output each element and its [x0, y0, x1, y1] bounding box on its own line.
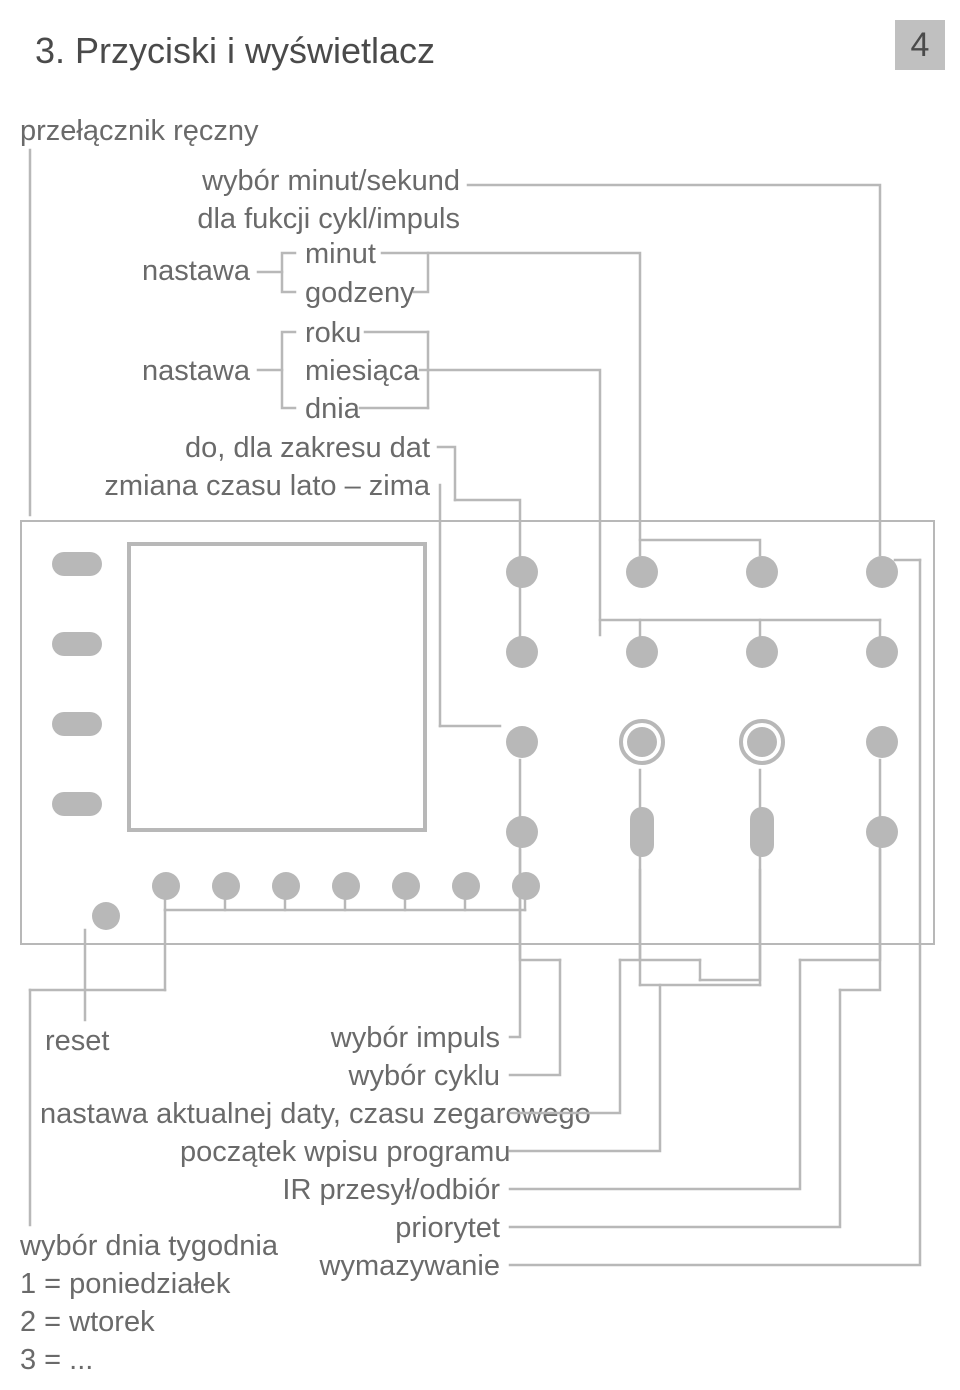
display-screen [127, 542, 427, 832]
channel-button-4[interactable] [52, 792, 102, 816]
grid-button-r3c4[interactable] [866, 726, 898, 758]
label-cycle-fn: dla fukcji cykl/impuls [160, 203, 460, 236]
label-minut: minut [305, 238, 376, 271]
grid-button-r3c1[interactable] [506, 726, 538, 758]
label-wybor-cyklu: wybór cyklu [240, 1060, 500, 1093]
grid-button-r2c4[interactable] [866, 636, 898, 668]
label-wybor-impuls: wybór impuls [240, 1022, 500, 1055]
channel-button-1[interactable] [52, 552, 102, 576]
weekday-button-5[interactable] [392, 872, 420, 900]
label-nastawa1: nastawa [100, 255, 250, 288]
grid-button-r4c2[interactable] [630, 807, 654, 857]
channel-button-3[interactable] [52, 712, 102, 736]
label-ir: IR przesył/odbiór [260, 1174, 500, 1207]
label-do-zakresu: do, dla zakresu dat [130, 432, 430, 465]
label-wto: 2 = wtorek [20, 1306, 155, 1339]
channel-button-2[interactable] [52, 632, 102, 656]
grid-button-r3c3[interactable] [739, 719, 785, 765]
label-poczatek: początek wpisu programu [180, 1136, 500, 1169]
label-manual-switch: przełącznik ręczny [20, 115, 259, 148]
label-min-sec: wybór minut/sekund [160, 165, 460, 198]
grid-button-r1c1[interactable] [506, 556, 538, 588]
label-miesiaca: miesiąca [305, 355, 419, 388]
grid-button-r1c3[interactable] [746, 556, 778, 588]
label-wymazywanie: wymazywanie [300, 1250, 500, 1283]
label-godzeny: godzeny [305, 277, 415, 310]
grid-button-r4c3[interactable] [750, 807, 774, 857]
grid-button-r1c2[interactable] [626, 556, 658, 588]
page-badge: 4 [895, 20, 945, 70]
grid-button-r2c2[interactable] [626, 636, 658, 668]
label-pon: 1 = poniedziałek [20, 1268, 230, 1301]
label-reset: reset [45, 1025, 109, 1058]
grid-button-r2c1[interactable] [506, 636, 538, 668]
weekday-button-2[interactable] [212, 872, 240, 900]
label-nastawa2: nastawa [100, 355, 250, 388]
grid-button-r2c3[interactable] [746, 636, 778, 668]
grid-button-r3c2[interactable] [619, 719, 665, 765]
device-panel [20, 520, 935, 945]
label-lato-zima: zmiana czasu lato – zima [100, 470, 430, 503]
label-roku: roku [305, 317, 361, 350]
weekday-button-4[interactable] [332, 872, 360, 900]
weekday-button-1[interactable] [152, 872, 180, 900]
label-priorytet: priorytet [300, 1212, 500, 1245]
label-weekday: wybór dnia tygodnia [20, 1230, 278, 1263]
label-three: 3 = ... [20, 1344, 93, 1377]
label-nastawa-daty: nastawa aktualnej daty, czasu zegarowego [40, 1098, 500, 1131]
weekday-button-6[interactable] [452, 872, 480, 900]
weekday-button-3[interactable] [272, 872, 300, 900]
grid-button-r1c4[interactable] [866, 556, 898, 588]
weekday-button-7[interactable] [512, 872, 540, 900]
grid-button-r4c4[interactable] [866, 816, 898, 848]
reset-button[interactable] [92, 902, 120, 930]
label-dnia: dnia [305, 393, 360, 426]
grid-button-r4c1[interactable] [506, 816, 538, 848]
section-title: 3. Przyciski i wyświetlacz [35, 30, 435, 72]
